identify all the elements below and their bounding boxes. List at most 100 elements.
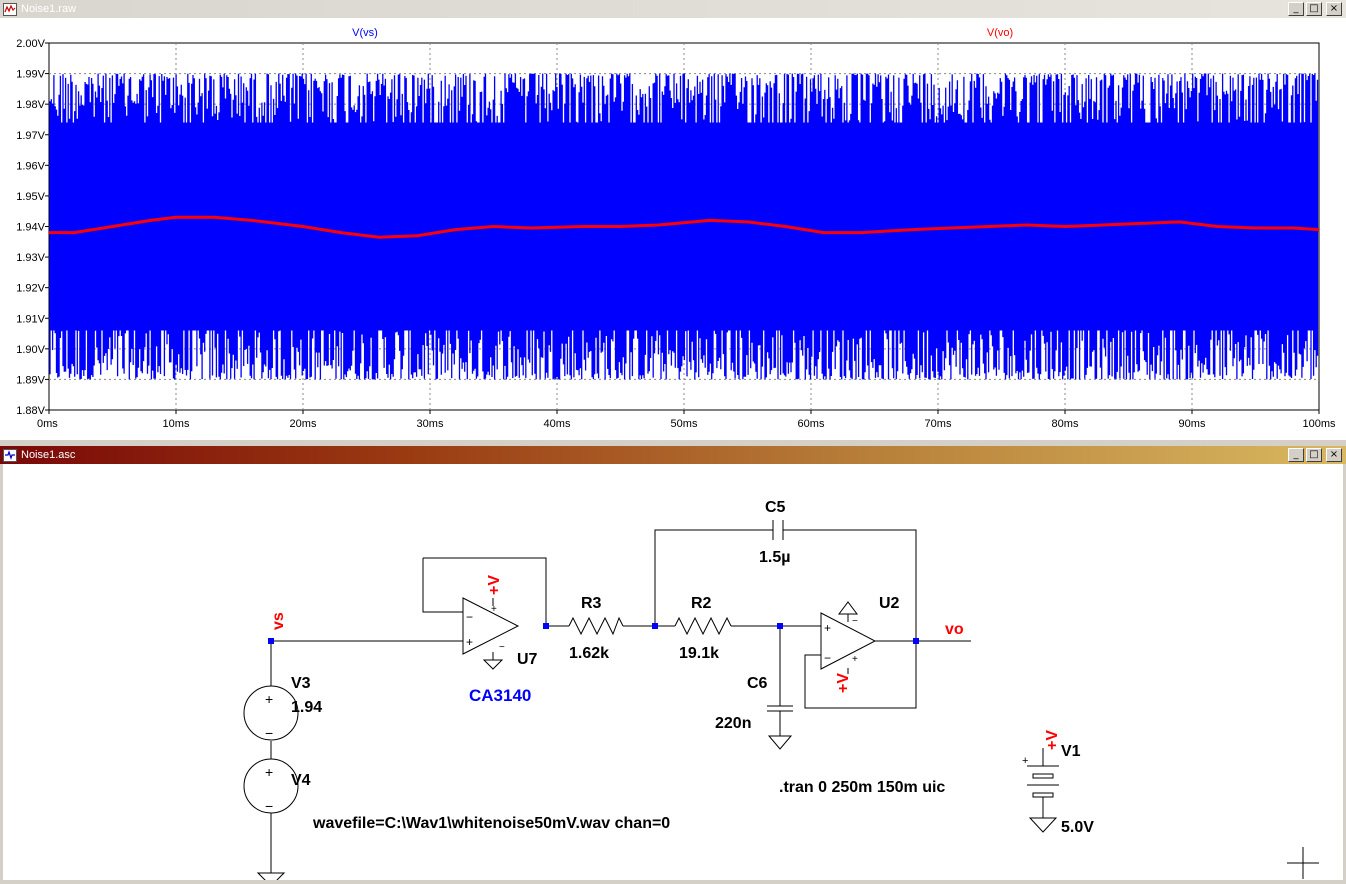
schematic-canvas[interactable]: − + + − U7 CA3140 +V R3 1.62k R2 19.1k C… — [3, 464, 1343, 880]
y-tick-label: 1.99V — [16, 69, 45, 81]
maximize-button[interactable]: □ — [1306, 2, 1322, 16]
net-label-vs[interactable]: vs — [270, 612, 287, 630]
ground-icon — [482, 659, 504, 670]
svg-text:+: + — [491, 604, 497, 615]
y-tick-label: 1.96V — [16, 160, 45, 172]
svg-text:−: − — [852, 616, 858, 627]
y-tick-label: 1.88V — [16, 405, 45, 417]
u7-model[interactable]: CA3140 — [469, 686, 531, 705]
x-tick-label: 0ms — [37, 418, 58, 430]
svg-text:−: − — [824, 651, 831, 665]
opamp-u7[interactable]: − + + − U7 CA3140 — [462, 597, 538, 705]
maximize-button[interactable]: □ — [1306, 448, 1322, 462]
ground-icon — [767, 735, 793, 750]
svg-text:+: + — [1022, 755, 1028, 767]
y-tick-label: 1.90V — [16, 344, 45, 356]
y-tick-label: 1.94V — [16, 222, 45, 234]
y-tick-label: 2.00V — [16, 38, 45, 50]
wires — [270, 529, 971, 873]
x-tick-label: 60ms — [798, 418, 825, 430]
waveform-icon — [3, 2, 17, 16]
plot-window[interactable]: Noise1.raw _ □ × 1.88V 1.89V 1.90V 1.91V 1.9… — [0, 0, 1346, 440]
ground-icon — [838, 601, 858, 615]
plot-titlebar[interactable]: Noise1.raw _ □ × — [0, 0, 1346, 18]
u2-supply-label: +V — [835, 673, 852, 693]
x-tick-label: 50ms — [671, 418, 698, 430]
schematic-titlebar[interactable]: Noise1.asc _ □ × — [0, 446, 1346, 464]
svg-text:−: − — [265, 798, 273, 814]
schematic-window-title: Noise1.asc — [21, 449, 76, 461]
x-tick-label: 80ms — [1052, 418, 1079, 430]
vs-trace — [49, 73, 1319, 380]
y-tick-label: 1.95V — [16, 191, 45, 203]
vo-trace — [49, 215, 1320, 239]
y-tick-label: 1.97V — [16, 130, 45, 142]
spice-directive[interactable]: .tran 0 250m 150m uic — [779, 779, 945, 796]
resistor-r3[interactable]: R3 1.62k — [568, 595, 624, 662]
battery-v1[interactable]: + V1 5.0V — [1022, 743, 1094, 836]
x-tick-label: 40ms — [544, 418, 571, 430]
r3-ref: R3 — [581, 595, 602, 612]
y-tick-label: 1.92V — [16, 283, 45, 295]
crosshair-cursor-icon — [1287, 847, 1319, 879]
u7-ref: U7 — [517, 651, 538, 668]
opamp-u2[interactable]: + − − + U2 — [820, 595, 900, 674]
svg-text:+: + — [824, 621, 831, 635]
y-tick-labels: 1.88V 1.89V 1.90V 1.91V 1.92V 1.93V 1.94V 1.95V… — [16, 38, 45, 417]
y-tick-label: 1.89V — [16, 374, 45, 386]
svg-text:−: − — [466, 610, 473, 624]
vs-trace-spikes — [49, 73, 1319, 380]
r3-value: 1.62k — [569, 645, 609, 662]
net-label-vo[interactable]: vo — [945, 621, 964, 638]
close-button[interactable]: × — [1326, 2, 1342, 16]
c5-ref: C5 — [765, 499, 786, 516]
svg-text:+: + — [852, 654, 858, 665]
x-tick-labels: 0ms 10ms 20ms 30ms 40ms 50ms 60ms 70ms 80ms 90ms 1… — [37, 418, 1336, 430]
v1-value: 5.0V — [1061, 819, 1094, 836]
x-tick-label: 70ms — [925, 418, 952, 430]
y-tick-label: 1.98V — [16, 99, 45, 111]
svg-text:+: + — [466, 635, 473, 649]
c5-value: 1.5µ — [759, 549, 790, 566]
resistor-r2[interactable]: R2 19.1k — [674, 595, 732, 662]
close-button[interactable]: × — [1326, 448, 1342, 462]
c6-value: 220n — [715, 715, 751, 732]
y-tick-label: 1.91V — [16, 313, 45, 325]
y-tick-label: 1.93V — [16, 252, 45, 264]
voltage-source-v3[interactable]: + − V3 1.94 — [243, 675, 322, 741]
minimize-button[interactable]: _ — [1288, 448, 1304, 462]
v4-ref: V4 — [291, 772, 311, 789]
r2-ref: R2 — [691, 595, 712, 612]
minimize-button[interactable]: _ — [1288, 2, 1304, 16]
waveform-plot[interactable]: 1.88V 1.89V 1.90V 1.91V 1.92V 1.93V 1.94V 1.95V… — [0, 18, 1346, 440]
svg-text:+: + — [265, 764, 273, 780]
legend-vo[interactable]: V(vo) — [987, 27, 1013, 39]
u7-supply-label: +V — [486, 575, 503, 595]
x-tick-label: 10ms — [163, 418, 190, 430]
schematic-icon — [3, 448, 17, 462]
v3-ref: V3 — [291, 675, 311, 692]
capacitor-c6[interactable]: C6 220n — [715, 675, 793, 750]
ground-icon — [256, 872, 286, 880]
plot-window-title: Noise1.raw — [21, 3, 77, 15]
x-tick-label: 90ms — [1179, 418, 1206, 430]
x-tick-label: 30ms — [417, 418, 444, 430]
ground-icon — [1028, 817, 1058, 833]
voltage-source-v4[interactable]: + − V4 wavefile=C:\Wav1\whitenoise50mV.w… — [243, 758, 670, 880]
junction-dots — [268, 623, 919, 644]
x-tick-label: 20ms — [290, 418, 317, 430]
v3-value: 1.94 — [291, 699, 322, 716]
capacitor-c5[interactable]: C5 1.5µ — [759, 499, 790, 566]
schematic-window[interactable]: Noise1.asc _ □ × — [0, 446, 1346, 884]
r2-value: 19.1k — [679, 645, 719, 662]
v1-supply-label: +V — [1044, 730, 1061, 750]
x-tick-label: 100ms — [1302, 418, 1336, 430]
legend-vs[interactable]: V(vs) — [352, 27, 378, 39]
v4-value: wavefile=C:\Wav1\whitenoise50mV.wav chan… — [312, 815, 670, 832]
svg-text:−: − — [499, 642, 505, 653]
v1-ref: V1 — [1061, 743, 1081, 760]
c6-ref: C6 — [747, 675, 768, 692]
svg-text:+: + — [265, 691, 273, 707]
svg-text:−: − — [265, 725, 273, 741]
u2-ref: U2 — [879, 595, 900, 612]
